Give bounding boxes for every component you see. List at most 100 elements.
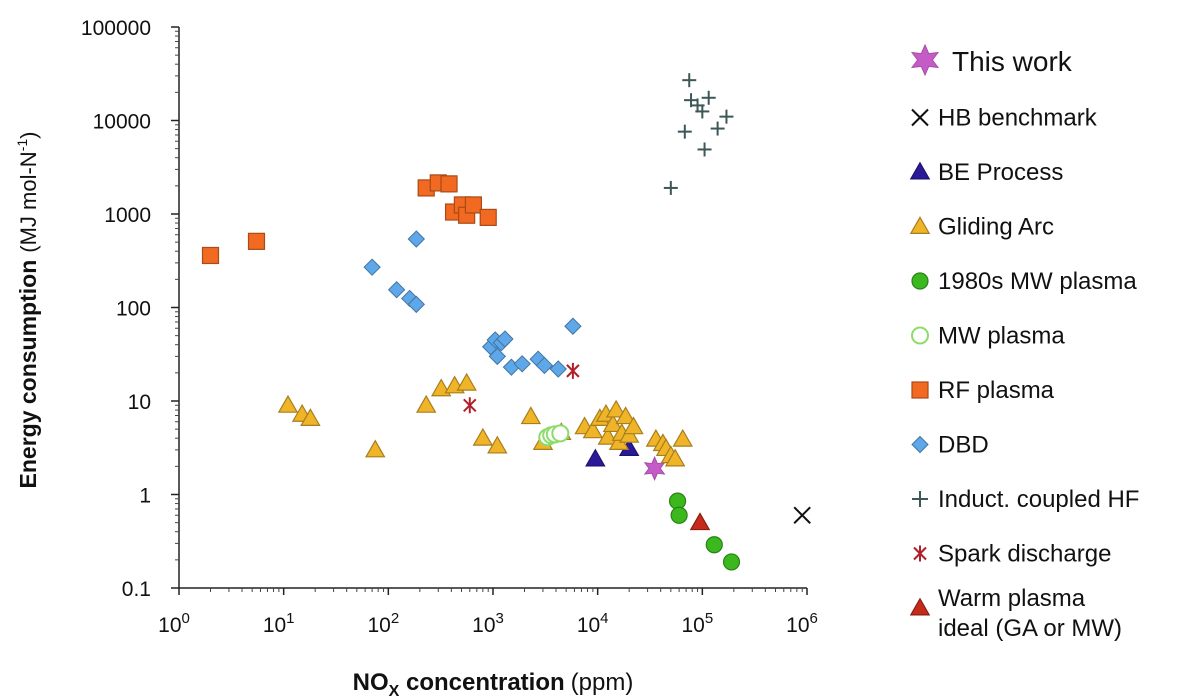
y-tick-label-3: 100 <box>116 298 151 321</box>
legend-marker <box>911 108 929 127</box>
legend-item-5: MW plasma <box>911 323 1065 350</box>
data-point <box>277 394 299 413</box>
y-axis-ticks: 0.1 1 10 100 1000 10000 100000 <box>81 17 179 601</box>
legend-label-2: BE Process <box>938 159 1063 186</box>
legend-marker <box>909 597 931 616</box>
legend-label-0: This work <box>952 46 1073 77</box>
legend-marker <box>911 326 929 345</box>
series-4 <box>668 492 741 571</box>
y-tick-label-1: 1 <box>139 485 151 508</box>
data-point <box>605 399 627 418</box>
series-6 <box>201 174 497 265</box>
legend-label-8: Induct. coupled HF <box>938 486 1139 513</box>
data-point <box>722 553 741 571</box>
legend-item-7: DBD <box>911 432 989 459</box>
data-point <box>487 435 508 454</box>
x-axis-ticks: 100 101 102 103 104 105 106 <box>158 588 818 637</box>
data-point <box>695 104 710 119</box>
data-point <box>664 448 686 467</box>
data-point <box>705 536 723 554</box>
legend-marker <box>913 545 927 562</box>
data-point <box>564 317 582 335</box>
data-point <box>719 109 734 124</box>
data-point <box>247 232 266 250</box>
x-tick-label-5: 105 <box>681 610 713 637</box>
legend-item-3: Gliding Arc <box>909 214 1054 241</box>
x-axis-title-unit: (ppm) <box>571 669 634 696</box>
x-tick-label-4: 104 <box>577 610 609 637</box>
data-point <box>793 506 811 524</box>
data-point <box>701 90 716 105</box>
legend-label-3: Gliding Arc <box>938 214 1054 241</box>
data-point <box>407 230 426 248</box>
data-point <box>551 424 570 443</box>
data-point <box>585 448 606 467</box>
legend-item-6: RF plasma <box>911 377 1055 404</box>
legend-marker <box>909 216 931 234</box>
data-point <box>201 246 220 265</box>
data-points <box>201 73 811 571</box>
data-point <box>643 455 666 481</box>
legend-item-8: Induct. coupled HF <box>912 486 1139 513</box>
legend-marker <box>911 435 929 454</box>
legend-label-6: RF plasma <box>938 377 1055 404</box>
data-point <box>300 408 321 426</box>
data-point <box>365 439 386 458</box>
legend-label-10-1: ideal (GA or MW) <box>938 615 1122 642</box>
y-tick-label-0: 0.1 <box>122 578 151 601</box>
x-axis-title-sub: X <box>389 683 400 700</box>
legend-marker <box>911 272 929 290</box>
data-point <box>415 394 437 413</box>
y-axis-title-unit: (MJ mol-N <box>16 151 41 252</box>
data-point <box>582 420 604 439</box>
legend-label-1: HB benchmark <box>938 105 1098 132</box>
series-1 <box>793 506 811 524</box>
legend-marker <box>910 43 940 77</box>
data-point <box>488 347 507 366</box>
legend-item-10: Warm plasma ideal (GA or MW) <box>909 585 1122 642</box>
legend-item-0: This work <box>910 43 1073 77</box>
y-tick-label-2: 10 <box>128 391 151 414</box>
data-point <box>623 416 644 435</box>
data-point <box>464 196 483 214</box>
y-tick-label-6: 100000 <box>81 17 151 40</box>
data-point <box>513 355 531 373</box>
data-point <box>463 397 477 414</box>
legend-item-2: BE Process <box>909 159 1063 186</box>
data-point <box>670 506 688 524</box>
legend-marker <box>909 161 931 180</box>
y-axis-title: Energy consumption (MJ mol-N-1) <box>14 132 41 489</box>
data-point <box>668 492 687 510</box>
data-point <box>615 406 636 425</box>
data-point <box>682 73 697 88</box>
legend-label-9: Spark discharge <box>938 541 1111 568</box>
x-tick-label-3: 103 <box>472 610 504 637</box>
y-axis-title-close: ) <box>16 132 41 139</box>
y-tick-label-5: 10000 <box>93 111 151 134</box>
data-point <box>710 121 725 136</box>
data-point <box>363 258 381 276</box>
data-point <box>479 208 497 226</box>
x-tick-label-6: 106 <box>786 610 818 637</box>
legend-item-1: HB benchmark <box>911 105 1098 132</box>
legend-label-5: MW plasma <box>938 323 1065 350</box>
legend-marker <box>911 381 929 399</box>
series-10 <box>689 512 711 531</box>
data-point <box>549 360 567 378</box>
data-point <box>472 427 494 446</box>
data-point <box>520 406 542 425</box>
x-tick-label-2: 102 <box>367 610 399 637</box>
series-0 <box>643 455 666 481</box>
data-point <box>440 175 458 193</box>
legend: This work HB benchmark BE Process Gliding A… <box>909 43 1139 642</box>
data-point <box>677 124 692 139</box>
series-5 <box>538 424 570 447</box>
data-point <box>535 356 554 375</box>
data-point <box>496 330 514 348</box>
data-point <box>697 142 712 157</box>
legend-label-4: 1980s MW plasma <box>938 268 1137 295</box>
data-point <box>407 295 426 314</box>
y-tick-label-4: 1000 <box>104 204 151 227</box>
x-tick-label-1: 101 <box>263 610 295 637</box>
